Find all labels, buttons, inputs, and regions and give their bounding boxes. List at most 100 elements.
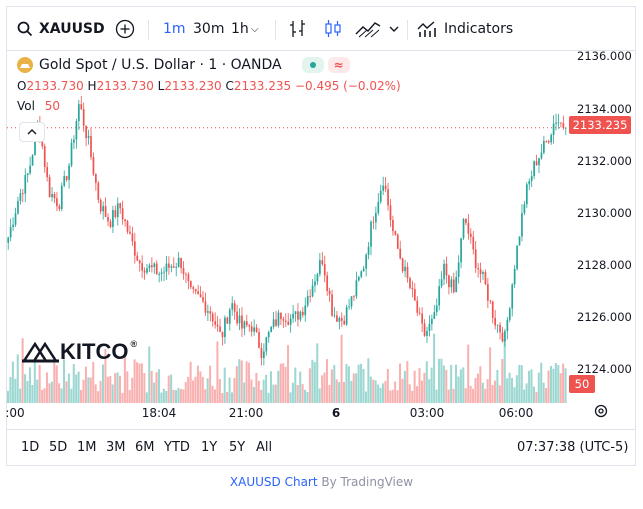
candle-body <box>508 308 511 320</box>
time-tick: 21:00 <box>228 406 264 420</box>
candle-body <box>311 285 314 297</box>
price-tick: 2132.000 <box>577 154 632 168</box>
candle-body <box>487 284 489 301</box>
range-1m[interactable]: 1M <box>77 440 97 455</box>
candle <box>56 192 58 212</box>
time-axis[interactable]: :00 18:04 21:00 6 03:00 06:00 <box>5 403 635 423</box>
candle <box>148 263 151 273</box>
candle-body <box>21 193 24 195</box>
symbol-label: XAUUSD <box>39 21 105 37</box>
timeframe-1h[interactable]: 1h <box>231 21 249 37</box>
area-style-button[interactable] <box>355 7 381 51</box>
volume-bar <box>33 361 36 403</box>
volume-bar <box>233 377 236 403</box>
volume-bar <box>321 375 324 403</box>
volume-bar <box>459 369 462 403</box>
candle-body <box>404 266 406 272</box>
timeframe-dropdown[interactable]: ⌵ <box>251 7 259 51</box>
chart-legend-title[interactable]: Gold Spot / U.S. Dollar · 1 · OANDA ≈ <box>17 57 350 73</box>
range-all[interactable]: All <box>256 440 273 455</box>
candle <box>533 160 535 180</box>
timeframe-1m[interactable]: 1m <box>163 21 186 37</box>
volume-bar <box>323 372 326 403</box>
candle-body <box>189 281 192 288</box>
candle-body <box>304 305 307 316</box>
candles-style-button[interactable] <box>324 7 342 51</box>
chart-credit-link[interactable]: XAUUSD Chart <box>229 475 318 489</box>
volume-bar <box>486 379 489 403</box>
volume-legend[interactable]: Vol 50 <box>17 99 60 113</box>
symbol-search[interactable]: XAUUSD <box>17 7 105 51</box>
bar-style-button[interactable] <box>289 7 307 51</box>
volume-bar <box>318 388 321 403</box>
chart-style-dropdown[interactable] <box>389 7 399 51</box>
range-1y[interactable]: 1Y <box>201 440 218 455</box>
candle <box>469 228 472 244</box>
candle <box>370 219 372 256</box>
price-chart[interactable] <box>7 51 567 403</box>
timezone-clock[interactable]: 07:37:38 (UTC-5) <box>517 440 629 455</box>
area-chart-icon <box>355 22 381 38</box>
range-ytd[interactable]: YTD <box>164 440 190 455</box>
candle-body <box>431 318 433 325</box>
volume-bar <box>101 364 104 403</box>
range-5d[interactable]: 5D <box>49 440 68 455</box>
candle-body <box>87 135 90 139</box>
candle-body <box>501 332 504 342</box>
range-1d[interactable]: 1D <box>21 440 40 455</box>
range-bar: 1D 5D 1M 3M 6M YTD 1Y 5Y All 07:37:38 (U… <box>7 429 635 466</box>
candle-body <box>58 206 61 209</box>
candle-body <box>14 213 17 225</box>
gold-icon <box>17 57 33 73</box>
range-6m[interactable]: 6M <box>135 440 155 455</box>
candle-body <box>382 185 385 191</box>
candle-body <box>272 319 275 327</box>
candle-body <box>112 210 114 227</box>
price-axis[interactable]: 2136.000 2134.000 2132.000 2130.000 2128… <box>567 49 635 403</box>
candle <box>116 197 119 226</box>
chart-settings-button[interactable] <box>593 403 609 422</box>
timeframe-30m[interactable]: 30m <box>193 21 225 37</box>
candle-body <box>545 140 548 142</box>
candle <box>294 311 297 322</box>
candle <box>448 274 450 295</box>
candle <box>99 198 102 215</box>
indicators-label: Indicators <box>444 21 514 37</box>
volume-bar <box>9 377 12 403</box>
candle <box>221 331 224 346</box>
candle <box>263 343 265 366</box>
candle <box>270 325 273 333</box>
candle <box>58 204 61 212</box>
collapse-legend-button[interactable] <box>19 122 45 142</box>
volume-bar <box>287 345 290 403</box>
candle <box>521 204 523 242</box>
candle <box>70 138 73 168</box>
volume-bar <box>433 333 436 403</box>
candle-body <box>243 321 246 329</box>
candle <box>409 276 411 290</box>
candle-body <box>289 318 292 325</box>
market-status-badge[interactable]: ≈ <box>301 57 350 73</box>
candle <box>43 143 46 173</box>
volume-bar <box>43 388 46 403</box>
candle <box>63 170 66 188</box>
time-tick: 6 <box>331 406 341 420</box>
volume-bar <box>394 381 397 403</box>
range-3m[interactable]: 3M <box>106 440 126 455</box>
candle <box>258 328 260 349</box>
candle <box>31 154 34 166</box>
toolbar-divider <box>148 20 149 40</box>
volume-bar <box>77 371 80 403</box>
candle <box>289 314 292 333</box>
candle-body <box>48 177 51 198</box>
candle-body <box>506 319 509 332</box>
candle <box>435 298 438 316</box>
candle <box>299 310 302 322</box>
candle <box>219 318 221 333</box>
candle <box>216 316 219 332</box>
volume-bar <box>491 385 494 403</box>
candle <box>523 201 526 216</box>
indicators-button[interactable]: Indicators <box>417 7 513 51</box>
range-5y[interactable]: 5Y <box>229 440 246 455</box>
compare-button[interactable] <box>115 7 135 51</box>
